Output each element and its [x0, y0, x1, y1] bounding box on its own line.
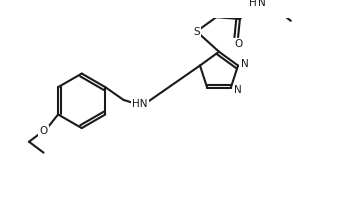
Text: N: N [258, 0, 266, 8]
Text: O: O [39, 126, 48, 136]
Text: H: H [248, 0, 256, 8]
Text: O: O [234, 39, 242, 49]
Text: N: N [241, 59, 249, 69]
Text: S: S [193, 27, 200, 37]
Text: HN: HN [132, 99, 147, 108]
Text: N: N [234, 85, 242, 95]
